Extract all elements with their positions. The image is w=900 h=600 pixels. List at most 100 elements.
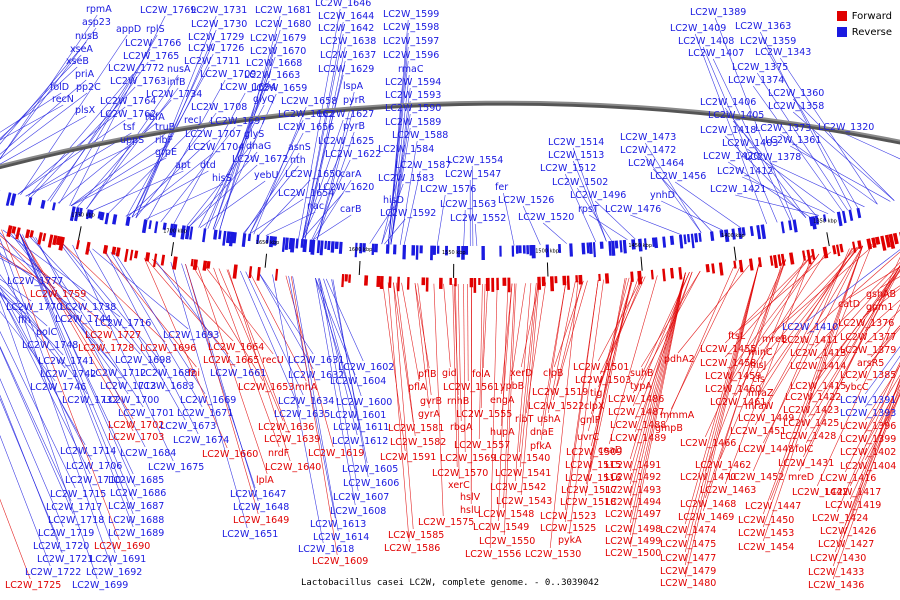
reverse-gene [581,242,586,255]
gene-label: xerD [510,368,532,379]
gene-label: LC2W_1766 [125,38,181,49]
forward-gene [144,252,151,262]
reverse-gene [848,209,854,221]
reverse-gene [686,233,691,243]
gene-label: LC2W_1488 [610,420,666,431]
gene-arrows [0,190,900,293]
gene-label: rpsT [578,204,599,215]
forward-gene [75,239,80,250]
label-connector [463,283,466,453]
label-connector [399,140,418,245]
reverse-gene [354,242,358,258]
label-connector [197,265,268,475]
gene-label: LC2W_1671 [177,408,233,419]
label-connector [572,147,607,242]
gene-label: rbfA [145,112,165,123]
gene-label: LC2W_1759 [30,289,86,300]
reverse-gene [481,245,485,260]
gene-label: ushA [537,414,561,425]
label-connector [587,277,630,432]
label-connector [849,266,900,299]
gene-label: LC2W_1664 [208,342,264,353]
gene-label: LC2W_1454 [738,542,794,553]
gene-label: pdhA2 [664,354,695,365]
gene-label: LC2W_1456 [650,171,706,182]
reverse-gene [319,240,324,256]
label-connector [387,60,409,245]
label-connector [72,244,174,462]
reverse-gene [393,244,397,255]
gene-label: LC2W_1449 [738,413,794,424]
gene-label: LC2W_1459 [705,371,761,382]
forward-gene [806,249,812,265]
reverse-gene [154,221,159,234]
reverse-gene [808,216,814,227]
label-connector [770,162,865,208]
gene-label: plsX [75,105,96,116]
forward-gene [274,268,279,281]
reverse-gene [608,241,612,256]
gene-label: pp2C [76,82,101,93]
reverse-gene [683,234,687,245]
gene-label: LC2W_1719 [38,528,94,539]
label-connector [2,229,121,318]
reverse-gene [359,242,363,254]
gene-label: mraW [745,401,774,412]
label-connector [0,92,88,160]
tick-label: 1500 kbp [535,249,559,255]
gene-label: LC2W_1634 [278,396,334,407]
label-connector [288,275,336,519]
gene-label: LC2W_1586 [384,543,440,554]
tick-mark [264,253,268,268]
reverse-gene [385,244,390,254]
gene-label: LC2W_1423 [783,405,839,416]
forward-gene [172,256,178,270]
label-connector [369,205,395,244]
forward-gene [554,276,558,284]
forward-gene [206,260,211,269]
gene-label: glyS [244,129,264,140]
gene-label: LC2W_1570 [432,468,488,479]
label-connector [518,282,537,453]
gene-label: LC2W_1669 [180,395,236,406]
label-connector [249,132,304,235]
gene-label: LC2W_1619 [308,448,364,459]
label-connector [70,157,167,207]
reverse-gene [724,229,730,243]
gene-label: dnaE [530,427,554,438]
forward-gene [341,273,345,288]
label-connector [665,266,734,423]
gene-label: LC2W_1569 [440,453,496,464]
gene-label: LC2W_1557 [454,440,510,451]
label-connector [0,251,112,567]
label-connector [249,271,307,382]
genome-backbone [0,100,900,170]
gene-label: gshAB [866,289,896,300]
reverse-gene [5,192,12,206]
reverse-gene [731,228,736,240]
reverse-gene [373,243,378,253]
gene-label: LC2W_1592 [380,208,436,219]
label-connector [131,152,214,218]
reverse-gene [162,222,167,230]
gene-label: LC2W_1476 [605,204,661,215]
label-connector [258,179,311,236]
label-connector [547,281,576,414]
label-connector [198,104,265,228]
label-connector [272,274,324,544]
label-connector [213,267,280,448]
gene-label: LC2W_1358 [768,101,824,112]
label-connector [514,283,532,482]
label-connector [0,394,63,554]
forward-gene [379,276,384,290]
gene-label: LC2W_1585 [388,530,444,541]
gene-label: LC2W_1635 [274,409,330,420]
gene-label: LC2W_1656 [278,122,334,133]
reverse-gene [545,244,550,258]
forward-gene [598,273,601,282]
label-connector [70,132,167,207]
gene-label: LC2W_1715 [50,489,106,500]
label-connector [0,345,72,502]
label-connector [88,247,186,421]
